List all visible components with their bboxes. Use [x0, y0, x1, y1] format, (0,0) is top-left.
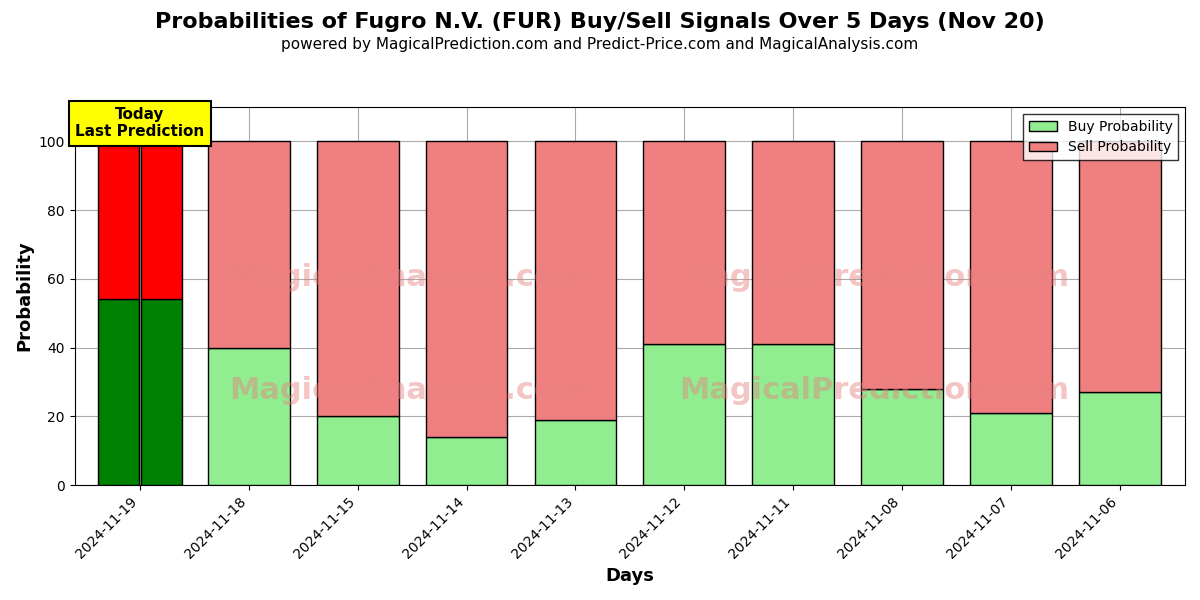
Text: MagicalAnalysis.com: MagicalAnalysis.com — [229, 376, 587, 405]
Bar — [643, 142, 725, 344]
X-axis label: Days: Days — [605, 567, 654, 585]
Bar — [317, 416, 398, 485]
Bar — [317, 142, 398, 416]
Text: MagicalPrediction.com: MagicalPrediction.com — [679, 376, 1069, 405]
Bar — [1079, 392, 1160, 485]
Bar — [970, 413, 1051, 485]
Bar — [97, 299, 139, 485]
Bar — [970, 142, 1051, 413]
Text: MagicalAnalysis.com: MagicalAnalysis.com — [229, 263, 587, 292]
Bar — [862, 389, 943, 485]
Bar — [208, 142, 289, 347]
Bar — [97, 142, 139, 299]
Text: powered by MagicalPrediction.com and Predict-Price.com and MagicalAnalysis.com: powered by MagicalPrediction.com and Pre… — [281, 37, 919, 52]
Bar — [1079, 142, 1160, 392]
Bar — [142, 142, 182, 299]
Bar — [142, 299, 182, 485]
Y-axis label: Probability: Probability — [16, 241, 34, 352]
Bar — [208, 347, 289, 485]
Bar — [426, 437, 508, 485]
Bar — [752, 142, 834, 344]
Text: Probabilities of Fugro N.V. (FUR) Buy/Sell Signals Over 5 Days (Nov 20): Probabilities of Fugro N.V. (FUR) Buy/Se… — [155, 12, 1045, 32]
Bar — [426, 142, 508, 437]
Bar — [534, 142, 617, 420]
Bar — [862, 142, 943, 389]
Text: MagicalPrediction.com: MagicalPrediction.com — [679, 263, 1069, 292]
Legend: Buy Probability, Sell Probability: Buy Probability, Sell Probability — [1024, 114, 1178, 160]
Bar — [643, 344, 725, 485]
Text: Today
Last Prediction: Today Last Prediction — [76, 107, 204, 139]
Bar — [752, 344, 834, 485]
Bar — [534, 420, 617, 485]
